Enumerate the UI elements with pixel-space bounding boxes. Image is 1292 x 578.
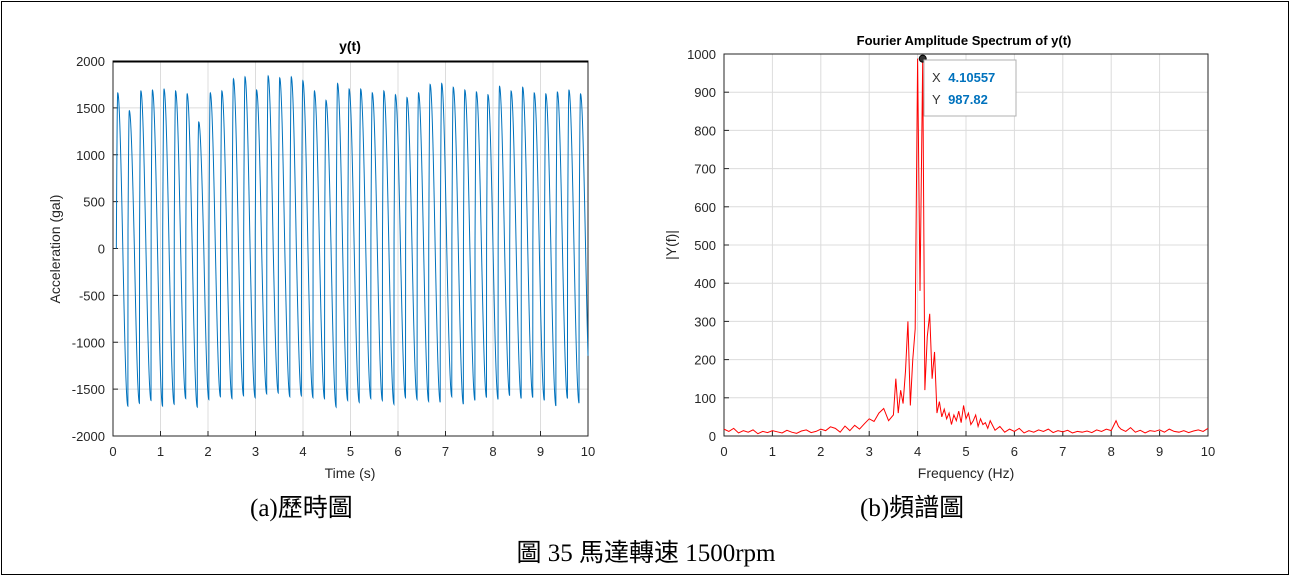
series-group xyxy=(115,74,589,409)
x-tick-label: 4 xyxy=(914,444,921,459)
y-axis-label: Acceleration (gal) xyxy=(47,195,63,304)
y-tick-label: 2000 xyxy=(76,54,105,69)
datatip-y-label: Y xyxy=(932,92,941,107)
y-tick-label: 1500 xyxy=(76,101,105,116)
y-tick-label: 500 xyxy=(694,238,716,253)
x-tick-label: 2 xyxy=(817,444,824,459)
y-tick-label: 900 xyxy=(694,85,716,100)
chart-title: y(t) xyxy=(339,38,361,54)
x-tick-label: 2 xyxy=(204,444,211,459)
chart-title: Fourier Amplitude Spectrum of y(t) xyxy=(857,33,1072,48)
y-tick-label: 100 xyxy=(694,391,716,406)
y-tick-label: 700 xyxy=(694,162,716,177)
x-tick-label: 6 xyxy=(394,444,401,459)
y-tick-label: 0 xyxy=(709,429,716,444)
datatip-x-label: X xyxy=(932,70,941,85)
y-tick-label: 1000 xyxy=(687,47,716,62)
x-tick-label: 9 xyxy=(537,444,544,459)
spectrum-chart: Fourier Amplitude Spectrum of y(t) 0 1 2 3 4… xyxy=(663,33,1215,481)
series-line xyxy=(115,74,589,409)
x-tick-label: 6 xyxy=(1011,444,1018,459)
x-tick-label: 1 xyxy=(157,444,164,459)
datatip-x-value: 4.10557 xyxy=(948,70,995,85)
x-tick-label: 5 xyxy=(962,444,969,459)
y-tick-label: 200 xyxy=(694,353,716,368)
datatip-box[interactable]: X 4.10557 Y 987.82 xyxy=(923,59,1017,117)
x-tick-label: 8 xyxy=(489,444,496,459)
panel-b-caption: (b)頻譜圖 xyxy=(860,495,965,522)
series-group xyxy=(723,58,1209,435)
y-tick-labels: 0 100 200 300 400 500 600 700 800 900 1000 xyxy=(687,47,716,444)
y-tick-label: -2000 xyxy=(72,429,105,444)
y-tick-label: 400 xyxy=(694,276,716,291)
x-tick-label: 0 xyxy=(109,444,116,459)
x-tick-label: 10 xyxy=(581,444,595,459)
x-tick-label: 5 xyxy=(347,444,354,459)
y-tick-label: 600 xyxy=(694,200,716,215)
x-axis-label: Time (s) xyxy=(325,465,376,481)
svg-text:X 4.10557: X 4.10557 xyxy=(932,70,995,85)
x-tick-label: 3 xyxy=(866,444,873,459)
y-tick-label: 800 xyxy=(694,123,716,138)
x-tick-label: 9 xyxy=(1156,444,1163,459)
x-tick-label: 7 xyxy=(1059,444,1066,459)
y-axis-label: |Y(f)| xyxy=(663,230,679,260)
x-tick-labels: 0 1 2 3 4 5 6 7 8 9 10 xyxy=(720,444,1215,459)
y-tick-label: -1500 xyxy=(72,382,105,397)
x-tick-label: 3 xyxy=(252,444,259,459)
y-tick-label: 500 xyxy=(83,195,105,210)
y-tick-label: -1000 xyxy=(72,335,105,350)
x-axis-label: Frequency (Hz) xyxy=(918,465,1014,481)
y-tick-label: 300 xyxy=(694,314,716,329)
y-tick-label: 0 xyxy=(98,242,105,257)
svg-text:Y 987.82: Y 987.82 xyxy=(932,92,988,107)
x-tick-label: 0 xyxy=(720,444,727,459)
x-tick-label: 8 xyxy=(1108,444,1115,459)
x-tick-label: 7 xyxy=(442,444,449,459)
datatip-y-value: 987.82 xyxy=(948,92,988,107)
plot-area xyxy=(723,53,1209,437)
y-tick-label: 1000 xyxy=(76,148,105,163)
x-tick-labels: 0 1 2 3 4 5 6 7 8 9 10 xyxy=(109,444,595,459)
x-tick-label: 4 xyxy=(299,444,306,459)
figure-caption: 圖 35 馬達轉速 1500rpm xyxy=(516,540,776,567)
y-tick-label: -500 xyxy=(79,288,105,303)
series-line xyxy=(723,58,1209,435)
x-tick-label: 1 xyxy=(769,444,776,459)
y-tick-labels: -2000 -1500 -1000 -500 0 500 1000 1500 2000 xyxy=(72,54,105,444)
panel-a-caption: (a)歷時圖 xyxy=(250,495,353,522)
time-history-chart: y(t) 0 1 2 3 4 5 6 7 8 9 10 -2000 -1500 -1000 -500 0 50… xyxy=(47,38,595,481)
x-tick-label: 10 xyxy=(1201,444,1215,459)
